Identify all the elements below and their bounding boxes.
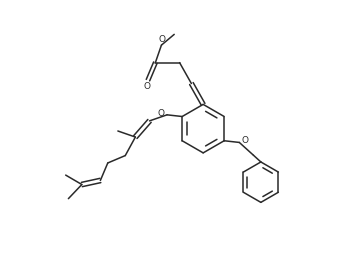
Text: O: O [157,109,164,118]
Text: O: O [242,136,249,145]
Text: O: O [159,35,165,44]
Text: O: O [144,82,151,91]
